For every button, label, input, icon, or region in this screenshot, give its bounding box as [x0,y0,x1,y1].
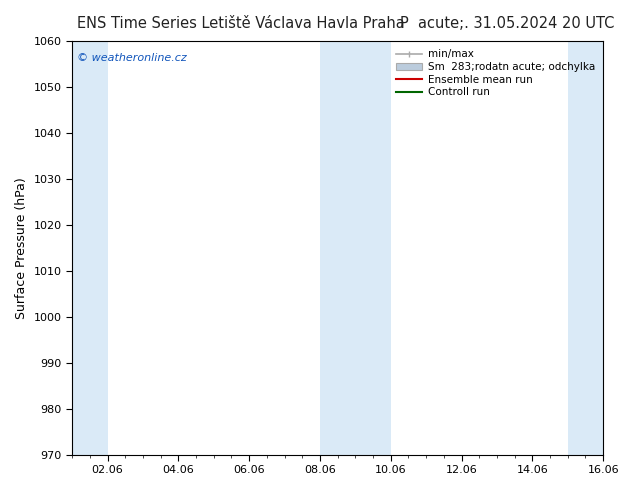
Y-axis label: Surface Pressure (hPa): Surface Pressure (hPa) [15,177,28,318]
Text: P  acute;. 31.05.2024 20 UTC: P acute;. 31.05.2024 20 UTC [400,16,614,31]
Bar [320,41,391,455]
Legend: min/max, Sm  283;rodatn acute; odchylka, Ensemble mean run, Controll run: min/max, Sm 283;rodatn acute; odchylka, … [393,46,598,100]
Bar [72,41,108,455]
Bar [568,41,603,455]
Text: ENS Time Series Letiště Václava Havla Praha: ENS Time Series Letiště Václava Havla Pr… [77,16,404,31]
Text: © weatheronline.cz: © weatheronline.cz [77,53,187,64]
